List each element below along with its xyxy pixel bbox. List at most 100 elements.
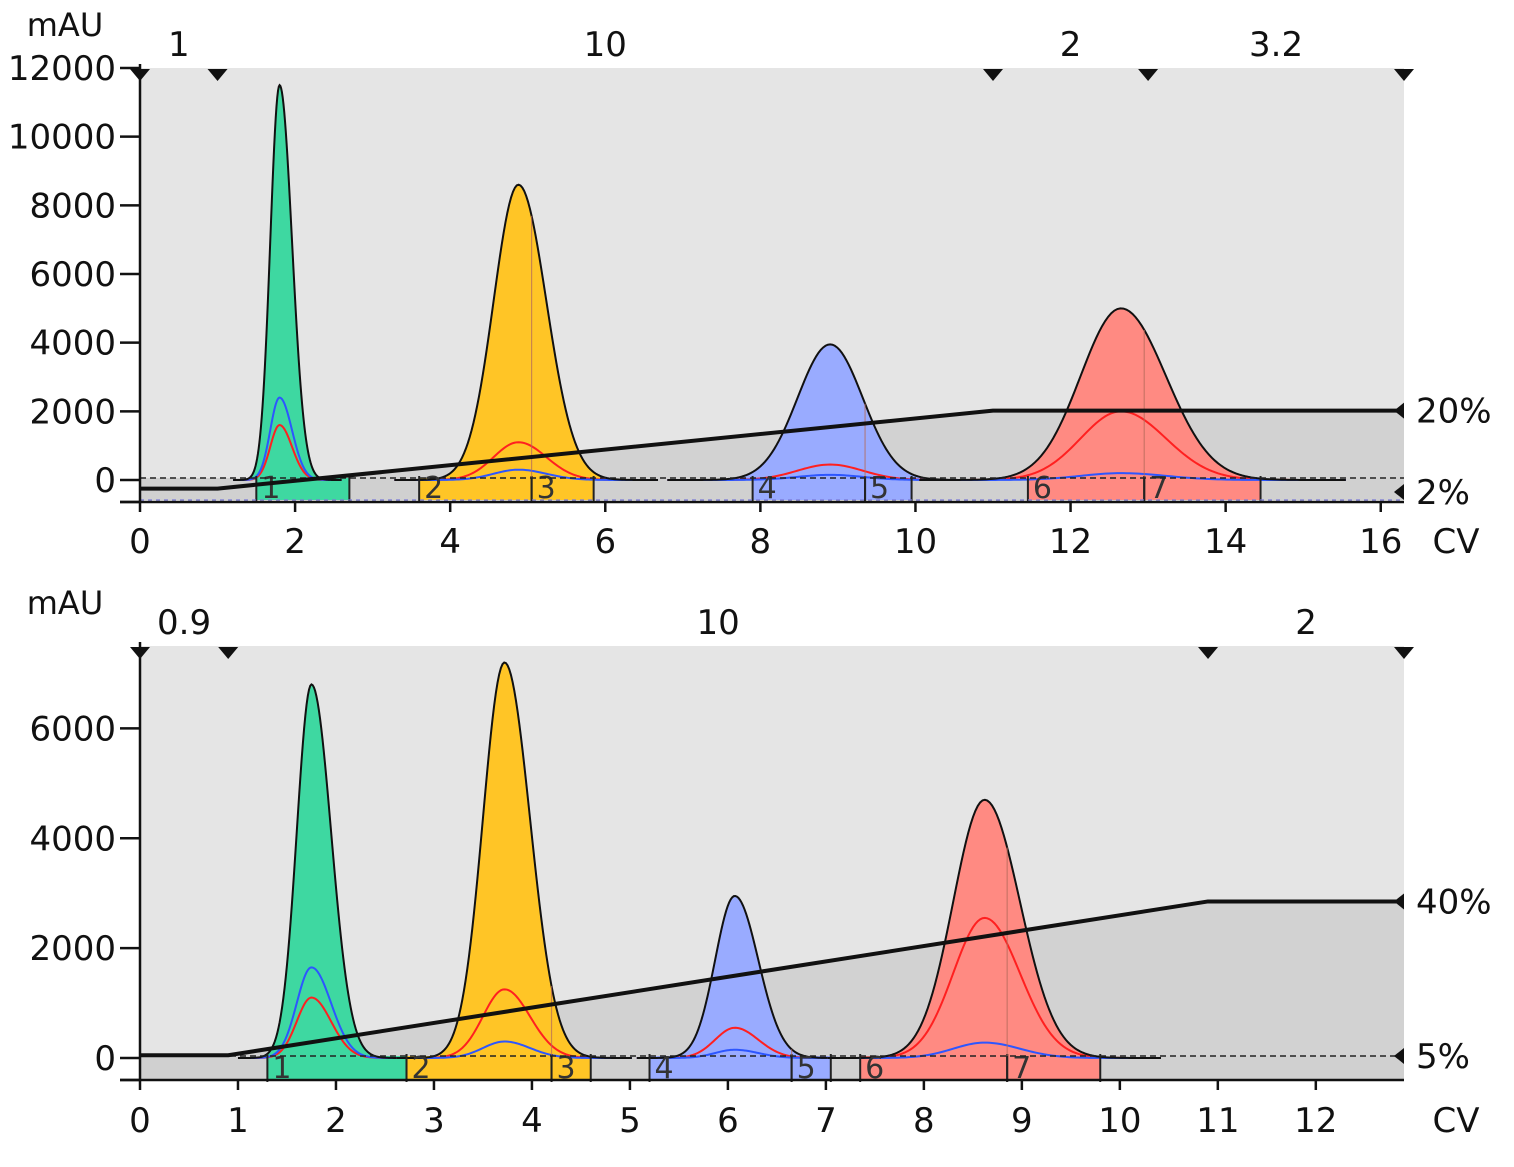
segment-label: 0.9	[157, 603, 211, 643]
y-tick-label: 0	[94, 461, 116, 501]
x-tick-label: 12	[1049, 522, 1092, 562]
segment-marker	[1138, 69, 1159, 81]
segment-marker	[130, 647, 150, 659]
peak-outline	[636, 894, 853, 1059]
fraction-label: 6	[1033, 471, 1052, 506]
segment-label: 1	[168, 25, 190, 65]
peak-area	[394, 184, 659, 481]
fraction-label: 2	[424, 471, 443, 506]
x-tick-label: 1	[227, 1101, 249, 1141]
fraction-band-fill	[406, 1056, 591, 1080]
gradient-low-label: 2%	[1416, 473, 1470, 513]
segment-marker	[983, 69, 1004, 81]
segment-label: 2	[1295, 603, 1317, 643]
segment-marker	[1198, 647, 1219, 659]
x-tick-label: 6	[717, 1101, 739, 1141]
segment-marker	[130, 69, 150, 81]
y-tick-label: 12000	[8, 49, 116, 89]
x-tick-label: 12	[1294, 1101, 1337, 1141]
peak-area	[636, 895, 853, 1058]
fraction-label: 4	[758, 471, 777, 506]
peak-area	[233, 85, 342, 481]
segment-marker	[207, 69, 228, 81]
x-axis-unit: CV	[1433, 1101, 1480, 1141]
fraction-label: 3	[557, 1051, 576, 1086]
segment-label: 3.2	[1249, 25, 1303, 65]
gradient-high-marker	[1394, 893, 1404, 910]
y-tick-label: 0	[94, 1039, 116, 1079]
gradient-high-marker	[1394, 402, 1404, 419]
y-axis-unit: mAU	[27, 6, 103, 44]
peak-area	[237, 684, 410, 1058]
fraction-label: 7	[1149, 471, 1168, 506]
x-tick-label: 4	[521, 1101, 543, 1141]
y-tick-label: 6000	[29, 709, 116, 749]
chart-panel-1: 1 2 3 4 5 6 720%2%0200040006000800010000120000…	[8, 6, 1492, 562]
x-tick-label: 16	[1359, 522, 1402, 562]
x-tick-label: 7	[815, 1101, 837, 1141]
fraction-band-fill	[267, 1056, 407, 1080]
gradient-high-label: 20%	[1416, 392, 1492, 432]
y-tick-label: 4000	[29, 819, 116, 859]
gradient-low-marker	[1394, 484, 1404, 500]
fraction-label: 1	[261, 471, 280, 506]
fraction-band-fill	[860, 1056, 1101, 1080]
peak-area	[396, 662, 632, 1058]
x-tick-label: 9	[1011, 1101, 1033, 1141]
gradient-high-label: 40%	[1416, 882, 1492, 922]
segment-label: 10	[584, 25, 627, 65]
x-tick-label: 4	[439, 522, 461, 562]
y-tick-label: 2000	[29, 392, 116, 432]
segment-marker	[1394, 69, 1414, 81]
peak-area	[919, 308, 1346, 480]
peak-area	[827, 799, 1161, 1058]
x-tick-label: 8	[913, 1101, 935, 1141]
x-tick-label: 0	[129, 1101, 151, 1141]
x-tick-label: 0	[129, 522, 151, 562]
x-tick-label: 6	[594, 522, 616, 562]
segment-marker	[1394, 647, 1414, 659]
fraction-label: 2	[412, 1051, 431, 1086]
y-tick-label: 2000	[29, 929, 116, 969]
peak-area	[667, 344, 994, 480]
x-tick-label: 3	[423, 1101, 445, 1141]
x-tick-label: 11	[1196, 1101, 1239, 1141]
y-tick-label: 4000	[29, 324, 116, 364]
gradient-line	[140, 408, 1404, 491]
gradient-line	[140, 899, 1404, 1058]
peak-outline	[919, 307, 1346, 481]
x-axis-unit: CV	[1433, 522, 1480, 562]
segment-marker	[218, 647, 239, 659]
x-tick-label: 14	[1204, 522, 1247, 562]
x-tick-label: 5	[619, 1101, 641, 1141]
y-tick-label: 10000	[8, 118, 116, 158]
x-tick-label: 8	[750, 522, 772, 562]
fraction-band-fill	[649, 1056, 831, 1080]
fraction-label: 1	[272, 1051, 291, 1086]
fraction-label: 7	[1012, 1051, 1031, 1086]
fraction-label: 6	[865, 1051, 884, 1086]
x-tick-label: 2	[325, 1101, 347, 1141]
x-tick-label: 10	[894, 522, 937, 562]
gradient-low-label: 5%	[1416, 1037, 1470, 1077]
x-tick-label: 10	[1098, 1101, 1141, 1141]
fraction-band-fill	[419, 478, 594, 500]
segment-label: 2	[1060, 25, 1082, 65]
fraction-label: 4	[655, 1051, 674, 1086]
x-tick-label: 2	[284, 522, 306, 562]
segment-label: 10	[696, 603, 739, 643]
y-axis-unit: mAU	[27, 584, 103, 622]
peak-1: 1	[237, 683, 410, 1086]
fraction-band-fill	[752, 478, 912, 500]
fraction-label: 3	[537, 471, 556, 506]
gradient-low-marker	[1394, 1048, 1404, 1064]
y-tick-label: 6000	[29, 255, 116, 295]
fraction-label: 5	[870, 471, 889, 506]
